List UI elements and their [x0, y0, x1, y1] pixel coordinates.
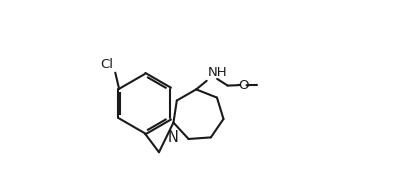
Text: N: N — [168, 130, 179, 145]
Text: O: O — [238, 79, 249, 92]
Text: NH: NH — [208, 66, 227, 79]
Text: Cl: Cl — [100, 58, 113, 71]
